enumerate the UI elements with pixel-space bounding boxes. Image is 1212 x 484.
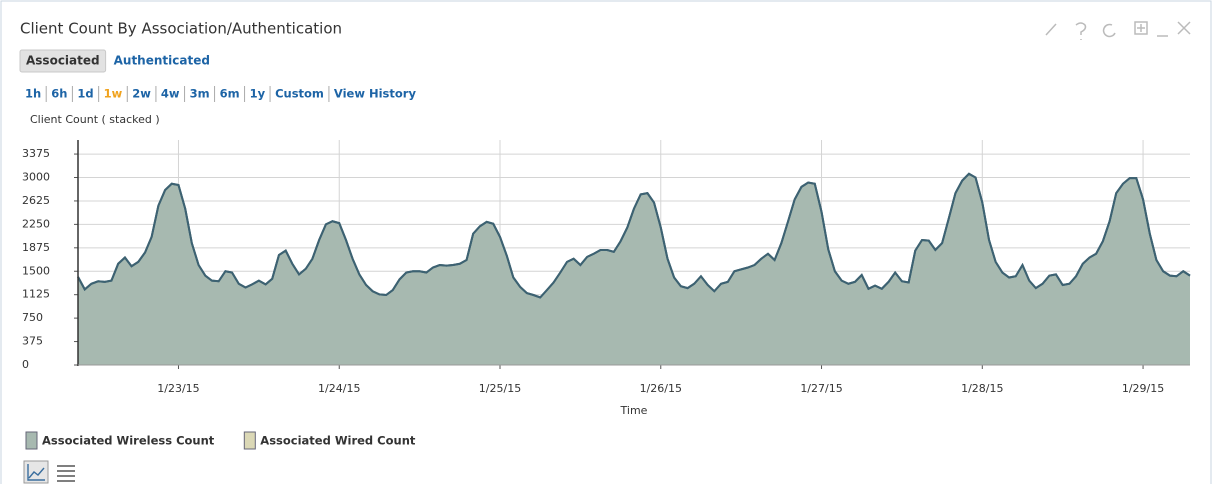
range-link[interactable]: 2w xyxy=(132,87,151,101)
edit-icon[interactable] xyxy=(1045,23,1057,36)
range-link[interactable]: 6h xyxy=(51,87,67,101)
y-tick-label: 1500 xyxy=(22,264,50,277)
y-tick-label: 0 xyxy=(22,358,29,371)
x-tick-label: 1/29/15 xyxy=(1122,382,1164,395)
range-link[interactable]: View History xyxy=(334,87,417,101)
plot: 0 375 750 1125 1500 1875 2250 2625 3000 3375 1/23/… xyxy=(22,140,1191,395)
y-tick-label: 2625 xyxy=(22,194,50,207)
expand-plus xyxy=(1137,24,1145,32)
y-tick-label: 2250 xyxy=(22,217,50,230)
x-tick-label: 1/24/15 xyxy=(318,382,360,395)
range-link[interactable]: 1d xyxy=(77,87,93,101)
legend-label[interactable]: Associated Wired Count xyxy=(260,434,416,448)
view-toggle[interactable] xyxy=(23,460,75,484)
y-tick-label: 1125 xyxy=(22,288,50,301)
widget-toolbar[interactable] xyxy=(1045,21,1191,40)
y-tick-label: 375 xyxy=(22,335,43,348)
range-link[interactable]: 1w xyxy=(104,87,123,101)
range-link[interactable]: 6m xyxy=(220,87,240,101)
tab-bar: Associated Authenticated xyxy=(19,49,210,73)
x-tick-label: 1/28/15 xyxy=(961,382,1003,395)
range-link[interactable]: 4w xyxy=(161,87,180,101)
help-icon[interactable] xyxy=(1075,22,1087,40)
range-link[interactable]: Custom xyxy=(275,87,324,101)
y-tick-label: 750 xyxy=(22,311,43,324)
range-link[interactable]: 1h xyxy=(25,87,41,101)
widget-title: Client Count By Association/Authenticati… xyxy=(20,20,342,38)
refresh-icon[interactable] xyxy=(1102,23,1116,38)
legend: Associated Wireless Count Associated Wire… xyxy=(25,431,416,450)
range-bar: 1h 6h 1d 1w 2w 4w 3m 6m 1y Custom View History xyxy=(25,86,416,102)
x-axis-label: Time xyxy=(620,404,648,417)
series-line xyxy=(77,172,1191,299)
y-tick-label: 3375 xyxy=(22,147,50,160)
x-tick-label: 1/26/15 xyxy=(640,382,682,395)
x-tick-label: 1/27/15 xyxy=(800,382,842,395)
series-area xyxy=(78,173,1190,365)
table-view-icon[interactable] xyxy=(57,465,75,482)
close-icon[interactable] xyxy=(1177,21,1191,35)
x-tick-label: 1/25/15 xyxy=(479,382,521,395)
legend-label[interactable]: Associated Wireless Count xyxy=(42,434,215,448)
y-tick-label: 3000 xyxy=(22,171,50,184)
y-tick-label: 1875 xyxy=(22,241,50,254)
range-link[interactable]: 3m xyxy=(190,87,210,101)
expand-icon[interactable] xyxy=(1134,21,1148,35)
chart-view-icon xyxy=(27,464,45,481)
x-tick-label: 1/23/15 xyxy=(157,382,199,395)
tab[interactable]: Authenticated xyxy=(114,54,210,68)
legend-swatch xyxy=(25,431,38,450)
range-link[interactable]: 1y xyxy=(250,87,266,101)
legend-swatch xyxy=(243,431,256,450)
tab[interactable]: Associated xyxy=(26,54,100,68)
tab-selected-bg xyxy=(19,49,107,73)
y-axis-label: Client Count ( stacked ) xyxy=(30,113,160,126)
